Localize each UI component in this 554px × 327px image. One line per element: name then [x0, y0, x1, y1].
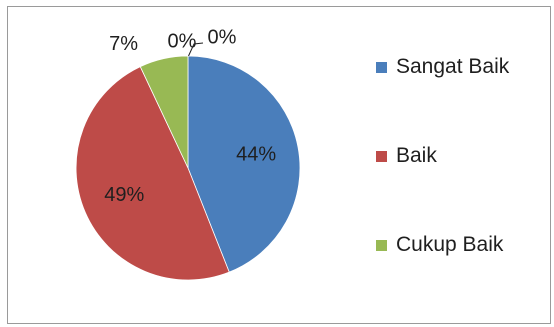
data-label-tidak-baik: 0%: [208, 26, 237, 48]
pie-chart: 44% 49% 7% 0% 0%: [75, 26, 301, 281]
legend-swatch-baik: [376, 150, 387, 162]
legend-swatch-sangat-baik: [376, 61, 387, 73]
data-label-kurang-baik: 0%: [168, 30, 197, 52]
leader-line-tidak-baik: [188, 42, 204, 57]
data-label-baik: 49%: [104, 184, 144, 206]
data-label-sangat-baik: 44%: [236, 143, 276, 165]
pie-slice-sangat-baik: [187, 55, 301, 273]
legend-label-baik: Baik: [396, 144, 437, 167]
legend-swatch-cukup-baik: [376, 239, 387, 251]
legend-item-sangat-baik: Sangat Baik: [376, 53, 509, 81]
legend-item-cukup-baik: Cukup Baik: [376, 231, 503, 259]
data-label-cukup-baik: 7%: [109, 33, 138, 55]
legend-label-sangat-baik: Sangat Baik: [396, 55, 510, 78]
legend-item-baik: Baik: [376, 142, 437, 170]
pie-slice-cukup-baik: [139, 55, 189, 169]
legend: Sangat Baik Baik Cukup Baik: [376, 53, 548, 263]
pie-slice-baik: [75, 66, 230, 281]
chart-frame: 44% 49% 7% 0% 0% Sangat Baik Baik Cukup Baik: [7, 6, 551, 324]
legend-label-cukup-baik: Cukup Baik: [396, 233, 504, 256]
